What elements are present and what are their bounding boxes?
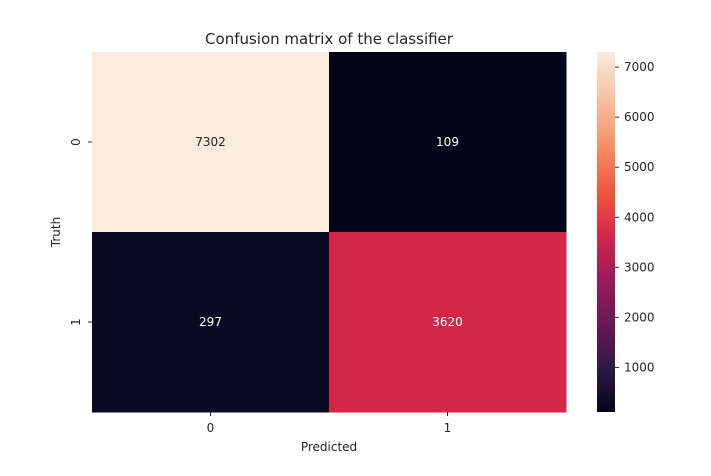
colorbar-ticks: 1000 2000 3000 4000 5000 6000 7000 [615,60,655,374]
heatmap-cell-label-0-1: 109 [436,135,459,149]
colorbar-tick-label-0: 1000 [624,360,655,374]
y-axis-label: Truth [49,217,63,248]
colorbar-tick-label-1: 2000 [624,310,655,324]
x-axis-label: Predicted [301,440,357,454]
heatmap-cell-1-1 [329,232,567,413]
heatmap-cell-label-1-1: 3620 [432,315,463,329]
heatmap-cells [92,52,567,413]
colorbar-tick-label-4: 5000 [624,160,655,174]
x-tick-label-0: 0 [207,421,215,435]
heatmap-cell-label-1-0: 297 [199,315,222,329]
heatmap-cell-0-0 [92,52,330,233]
colorbar-tick-label-3: 4000 [624,210,655,224]
colorbar-tick-label-6: 7000 [624,60,655,74]
colorbar [597,52,615,412]
heatmap-cell-label-0-0: 7302 [195,135,226,149]
heatmap-cell-labels: 7302 109 297 3620 [195,135,463,329]
colorbar-tick-label-2: 3000 [624,260,655,274]
heatmap-cell-1-0 [92,232,330,413]
x-tick-label-1: 1 [444,421,452,435]
y-axis-ticks: 01 [69,138,92,326]
colorbar-tick-label-5: 6000 [624,110,655,124]
y-tick-label-1: 1 [69,318,83,326]
y-tick-label-0: 0 [69,138,83,146]
chart-title: Confusion matrix of the classifier [205,30,454,48]
heatmap-cell-0-1 [329,52,567,233]
